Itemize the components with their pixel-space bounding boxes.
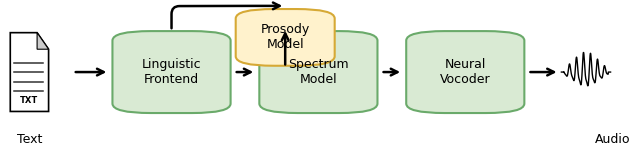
FancyBboxPatch shape	[259, 31, 378, 113]
Text: TXT: TXT	[20, 96, 38, 105]
FancyBboxPatch shape	[236, 9, 335, 66]
Text: Prosody
Model: Prosody Model	[260, 23, 310, 51]
FancyBboxPatch shape	[113, 31, 230, 113]
Polygon shape	[37, 33, 49, 49]
Text: Spectrum
Model: Spectrum Model	[288, 58, 349, 86]
Text: Audio: Audio	[595, 133, 630, 146]
Text: Linguistic
Frontend: Linguistic Frontend	[141, 58, 202, 86]
Polygon shape	[10, 33, 49, 111]
Text: Text: Text	[17, 133, 42, 146]
FancyBboxPatch shape	[406, 31, 524, 113]
Text: Neural
Vocoder: Neural Vocoder	[440, 58, 491, 86]
